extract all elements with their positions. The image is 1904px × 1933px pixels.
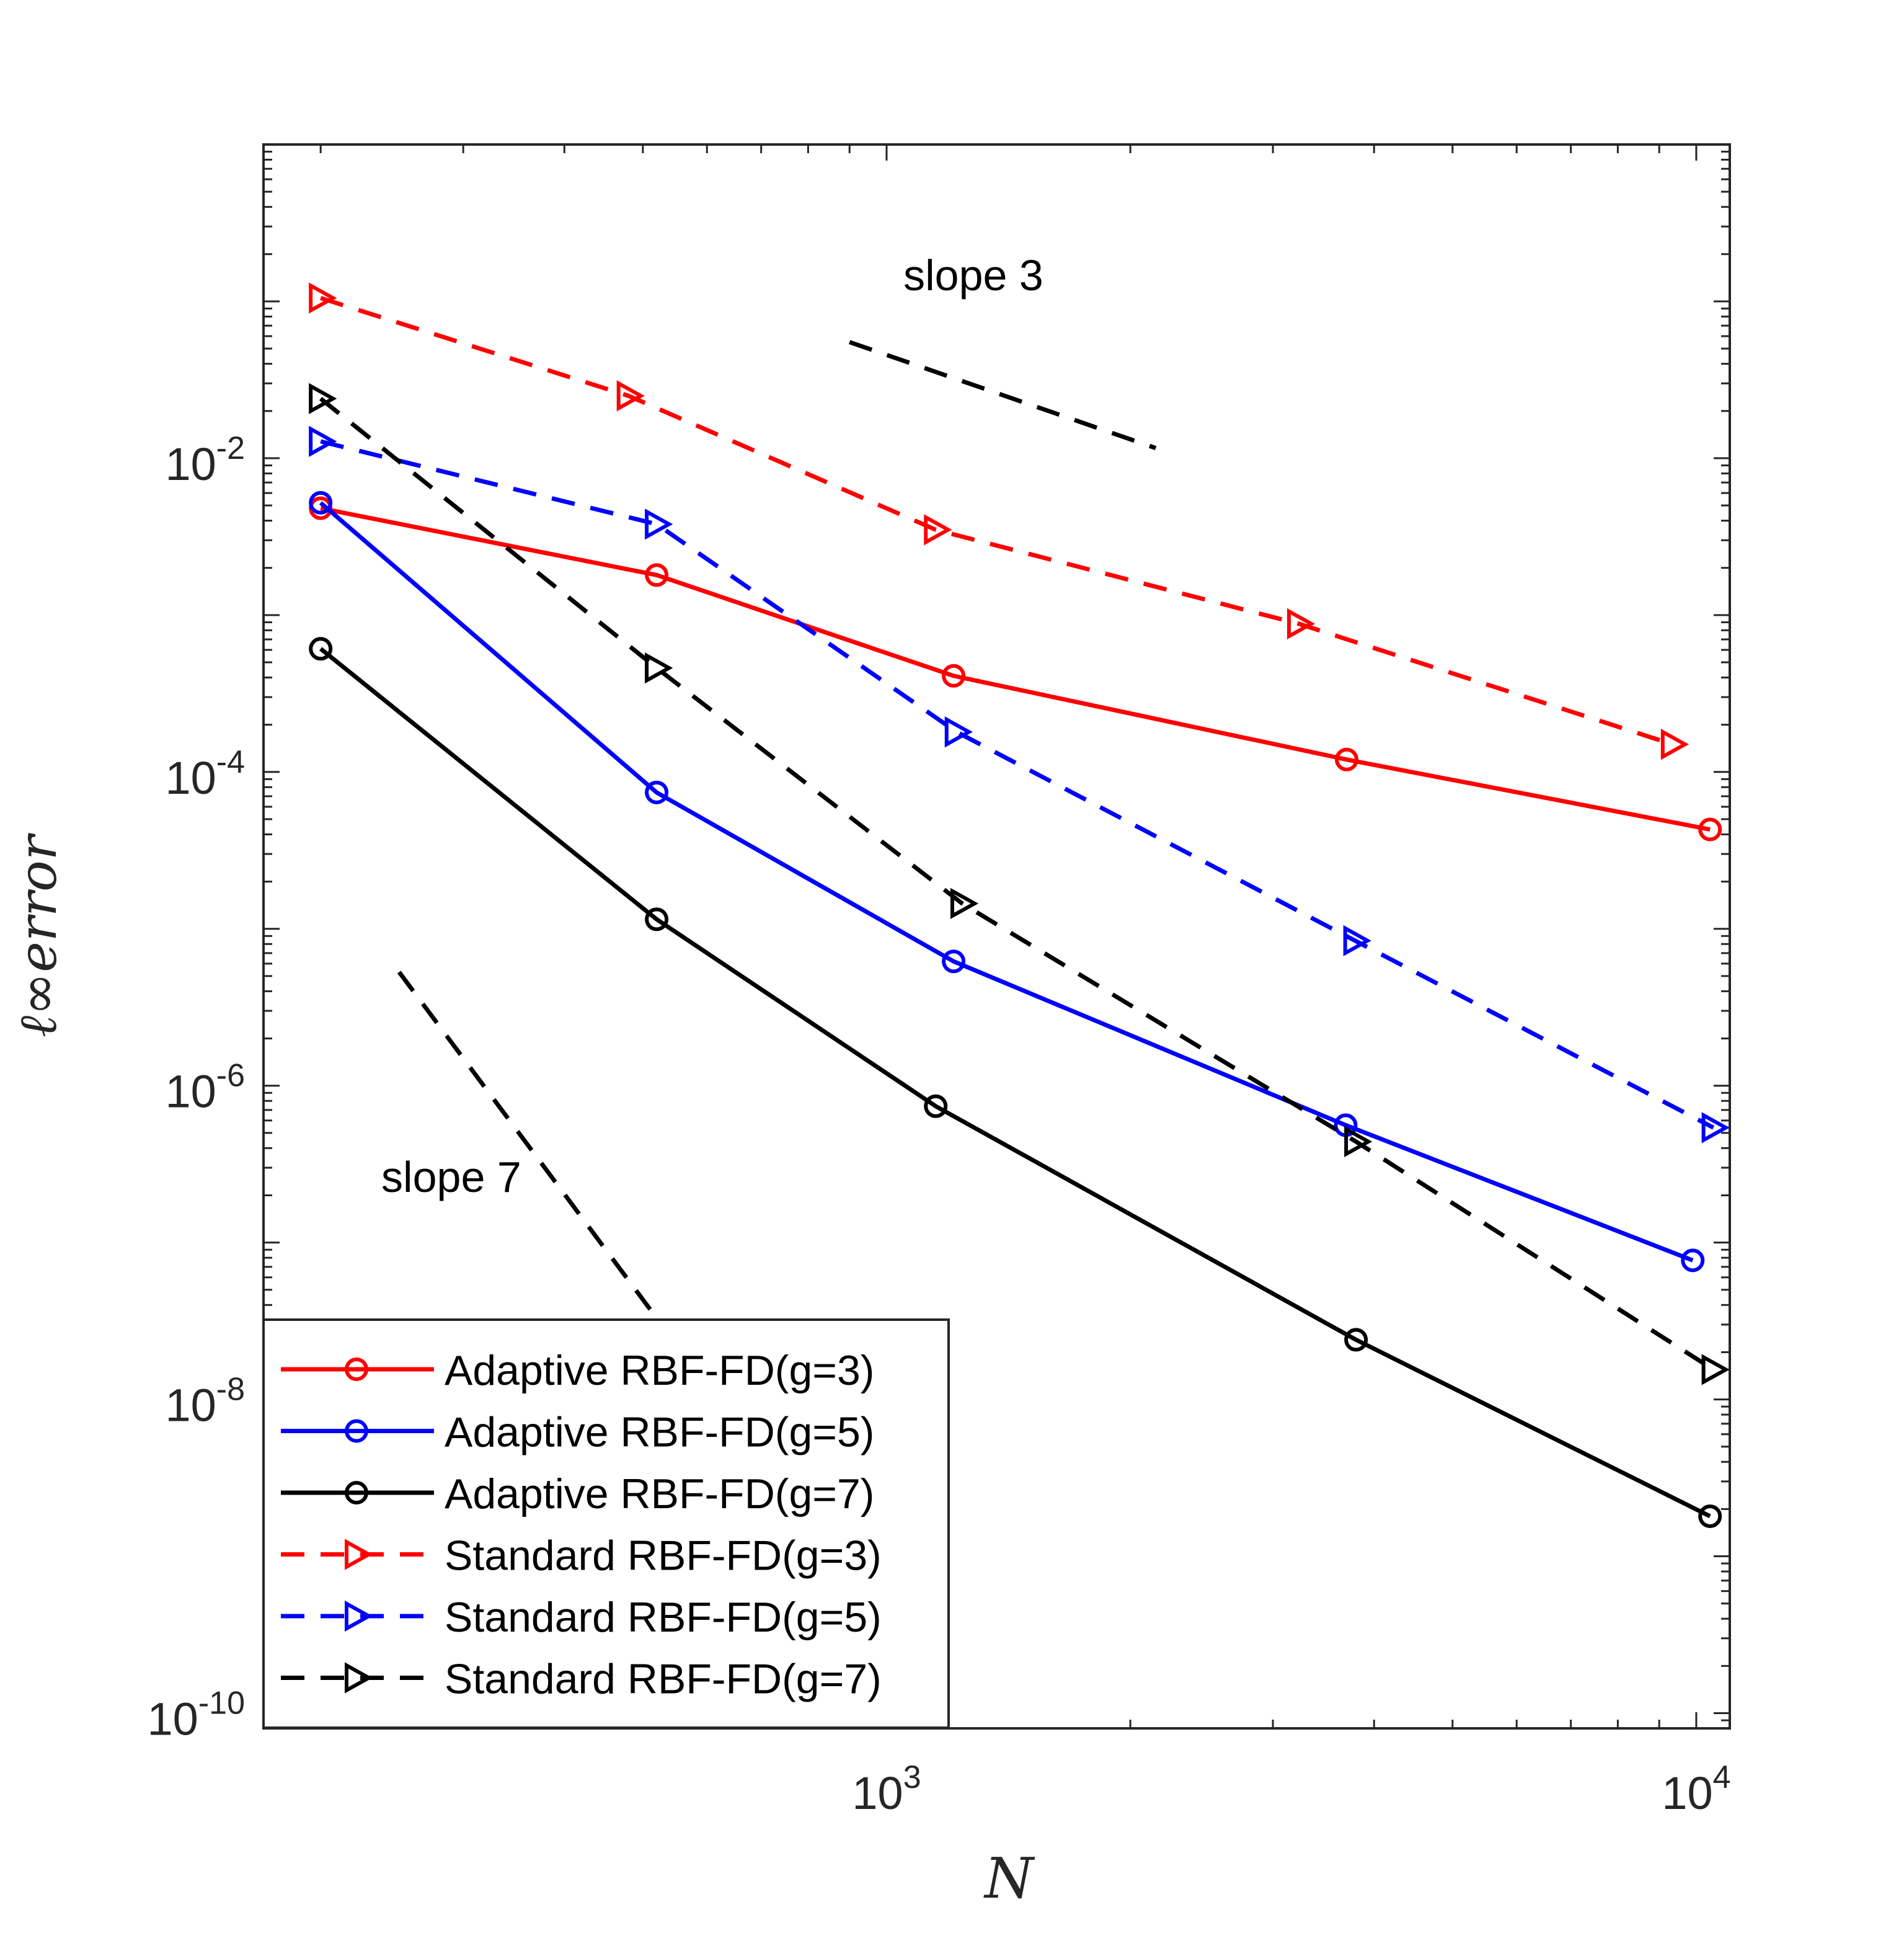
axes-frame	[262, 143, 1731, 1730]
data-point	[645, 907, 669, 931]
legend-box	[262, 1318, 950, 1729]
legend-entry: Adaptive RBF-FD(g=5)	[281, 1409, 874, 1456]
series-5	[309, 425, 1730, 1144]
legend-marker	[345, 1600, 373, 1632]
y-tick-label: 10-4	[165, 744, 245, 804]
x-tick-label-exponent: 3	[903, 1759, 921, 1795]
data-point	[950, 887, 979, 920]
legend-entry: Adaptive RBF-FD(g=3)	[281, 1347, 874, 1394]
x-tick-label-base: 10	[1662, 1767, 1712, 1819]
x-tick-label: 103	[852, 1759, 921, 1819]
series-group	[309, 282, 1730, 1528]
legend-label: Standard RBF-FD(g=5)	[445, 1594, 882, 1641]
annotations: slope 3 slope 7	[381, 251, 1043, 1201]
slope-reference-line	[397, 971, 763, 1460]
slope-reference-line	[849, 340, 1157, 450]
data-point	[645, 780, 669, 804]
data-point	[309, 282, 337, 314]
series-2	[309, 491, 1705, 1273]
data-point	[1681, 1248, 1705, 1273]
legend-marker	[345, 1481, 368, 1504]
legend-label: Adaptive RBF-FD(g=7)	[445, 1470, 874, 1518]
data-point	[944, 716, 973, 748]
y-tick-label-base: 10	[165, 752, 216, 804]
legend-marker	[345, 1419, 368, 1443]
legend: Adaptive RBF-FD(g=3) Adaptive RBF-FD(g=5)…	[262, 1318, 950, 1729]
y-tick-label: 10-8	[165, 1372, 245, 1431]
data-point	[645, 563, 669, 587]
data-point	[645, 652, 673, 684]
legend-label: Adaptive RBF-FD(g=5)	[445, 1409, 874, 1456]
x-tick-label-exponent: 4	[1713, 1759, 1731, 1795]
y-tick-label-exponent: -6	[216, 1058, 245, 1094]
y-tick-label-base: 10	[165, 438, 216, 490]
series-line	[320, 296, 1673, 747]
series-line	[320, 506, 1711, 832]
data-point	[309, 383, 337, 414]
y-tick-label-exponent: -8	[216, 1372, 245, 1408]
data-point	[1698, 817, 1722, 842]
data-point	[1701, 1354, 1730, 1385]
data-point	[309, 491, 333, 515]
y-tick-label-base: 10	[148, 1693, 198, 1744]
legend-label: Adaptive RBF-FD(g=3)	[445, 1347, 874, 1394]
y-tick-label-exponent: -10	[198, 1685, 245, 1721]
data-point	[1698, 1504, 1722, 1528]
legend-entry: Adaptive RBF-FD(g=7)	[281, 1470, 874, 1518]
x-axis-title: N	[983, 1846, 1035, 1911]
data-point	[1344, 1328, 1368, 1352]
series-3	[309, 637, 1722, 1528]
y-tick-label: 10-2	[165, 430, 245, 490]
y-tick-label: 10-6	[165, 1058, 245, 1118]
series-line	[319, 647, 1711, 1519]
data-point	[924, 1094, 948, 1118]
data-point	[1343, 925, 1371, 956]
series-6	[309, 383, 1730, 1385]
x-tick-label-base: 10	[852, 1767, 903, 1819]
reference-lines	[397, 340, 1157, 1460]
data-point	[1344, 1126, 1373, 1157]
y-tick-label: 10-10	[148, 1685, 245, 1744]
data-point	[645, 509, 673, 540]
legend-entry: Standard RBF-FD(g=3)	[281, 1532, 882, 1580]
series-line	[319, 501, 1694, 1263]
slope-annotation: slope 3	[903, 251, 1043, 300]
data-point	[1335, 747, 1359, 771]
legend-marker	[345, 1358, 368, 1381]
data-point	[1701, 1112, 1730, 1144]
y-axis-title: ℓ∞error	[7, 832, 68, 1038]
data-point	[924, 514, 952, 546]
legend-label: Standard RBF-FD(g=7)	[445, 1656, 882, 1703]
legend-label: Standard RBF-FD(g=3)	[445, 1532, 882, 1580]
data-point	[309, 637, 333, 661]
data-point	[616, 380, 645, 412]
series-4	[309, 282, 1689, 760]
y-tick-label-base: 10	[165, 1380, 216, 1431]
data-point	[942, 949, 966, 974]
data-point	[942, 664, 966, 688]
x-tick-label: 104	[1662, 1759, 1730, 1819]
legend-entry: Standard RBF-FD(g=5)	[281, 1594, 882, 1641]
legend-marker	[345, 1662, 373, 1694]
legend-entry: Standard RBF-FD(g=7)	[281, 1656, 882, 1703]
y-tick-label-exponent: -2	[216, 430, 245, 466]
data-point	[309, 425, 337, 457]
y-tick-label-base: 10	[165, 1066, 216, 1118]
data-point	[1660, 729, 1689, 760]
y-tick-label-exponent: -4	[216, 744, 245, 780]
legend-marker	[345, 1539, 373, 1570]
data-point	[1286, 608, 1316, 639]
slope-annotation: slope 7	[381, 1153, 521, 1201]
series-line	[319, 396, 1715, 1372]
